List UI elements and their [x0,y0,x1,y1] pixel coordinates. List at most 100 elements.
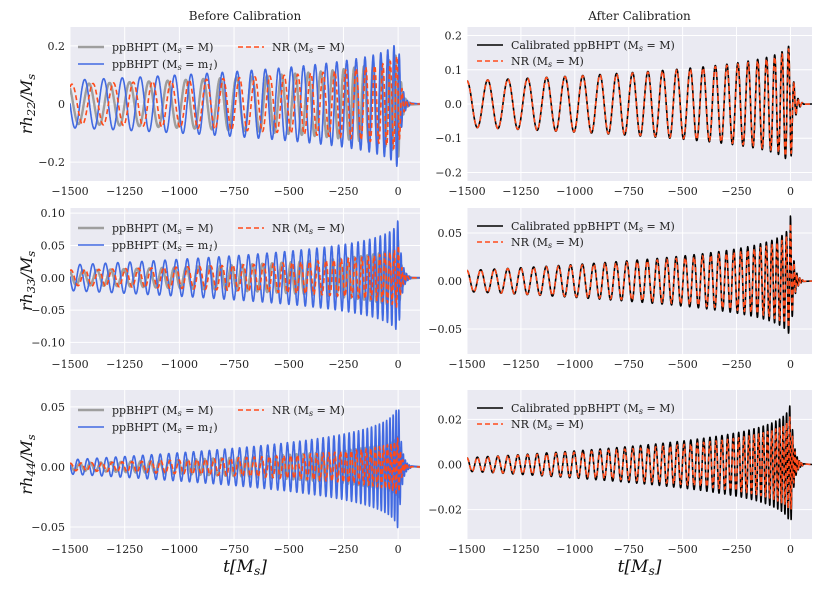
legend-label: NR (Ms​ = M) [511,236,584,250]
y-tick-label: 0.00 [41,272,66,285]
x-tick-label: −500 [668,358,698,371]
x-tick-label: −1000 [556,185,593,198]
y-tick-label: 0.05 [41,239,66,252]
x-tick-label: −1000 [556,543,593,556]
panel-p10: −1500 −1250 −1000 −750 −500 −250 0 −0.10 −0.05 0.… [17,207,420,371]
y-tick-label: 0.10 [41,207,66,220]
panel-p11: −1500 −1250 −1000 −750 −500 −250 0 −0.05 0.00 0.0… [428,208,812,371]
y-tick-label: 0.02 [438,413,463,426]
x-tick-label: −250 [328,358,358,371]
x-tick-label: −250 [721,543,751,556]
x-tick-label: −750 [614,185,644,198]
x-tick-label: −250 [328,185,358,198]
y-tick-label: 0.1 [445,64,463,77]
legend: Calibrated ppBHPT (Ms​ = M) NR (Ms​ = M) [477,220,675,250]
panel-title: Before Calibration [189,9,302,23]
legend-label: Calibrated ppBHPT (Ms​ = M) [511,402,675,416]
legend-label: ppBHPT (Ms​ = m1​) [112,58,218,72]
x-tick-label: −500 [274,358,304,371]
x-tick-label: −750 [614,543,644,556]
x-tick-label: 0 [395,185,402,198]
y-tick-label: −0.02 [428,504,462,517]
x-tick-label: −250 [721,185,751,198]
y-tick-label: −0.1 [435,132,462,145]
x-tick-label: −1000 [161,358,198,371]
x-tick-label: −500 [274,543,304,556]
y-tick-label: −0.2 [435,166,462,179]
legend: Calibrated ppBHPT (Ms​ = M) NR (Ms​ = M) [477,39,675,69]
series-line-orange [467,223,812,329]
x-tick-label: −1250 [502,358,539,371]
series-line-orange [70,55,420,150]
x-tick-label: −750 [219,358,249,371]
legend: ppBHPT (Ms​ = M) ppBHPT (Ms​ = m1​) NR (Ms… [78,41,345,72]
legend-label: Calibrated ppBHPT (Ms​ = M) [511,220,675,234]
y-tick-label: −0.05 [31,304,65,317]
x-tick-label: −500 [668,543,698,556]
y-tick-label: −0.10 [31,336,65,349]
x-tick-label: −1250 [502,185,539,198]
legend-label: NR (Ms​ = M) [272,404,345,418]
y-tick-label: 0.2 [445,30,463,43]
y-axis-label: rh22​/Ms​ [17,74,38,134]
legend-label: NR (Ms​ = M) [511,55,584,69]
legend-label: ppBHPT (Ms​ = m1​) [112,421,218,435]
x-tick-label: 0 [787,543,794,556]
legend-label: NR (Ms​ = M) [272,41,345,55]
legend-label: Calibrated ppBHPT (Ms​ = M) [511,39,675,53]
x-tick-label: −1500 [51,543,88,556]
x-tick-label: 0 [395,543,402,556]
series-line-orange [70,437,420,494]
legend-label: ppBHPT (Ms​ = m1​) [112,239,218,253]
x-tick-label: −1250 [106,543,143,556]
x-tick-label: −1250 [502,543,539,556]
series-line-blue [70,409,420,529]
legend-label: NR (Ms​ = M) [272,222,345,236]
y-tick-label: 0.00 [438,459,463,472]
x-tick-label: −1500 [448,543,485,556]
legend: ppBHPT (Ms​ = M) ppBHPT (Ms​ = m1​) NR (Ms… [78,222,345,253]
x-tick-label: −1500 [448,185,485,198]
legend-label: ppBHPT (Ms​ = M) [112,404,213,418]
y-tick-label: 0.05 [41,401,66,414]
x-tick-label: −500 [274,185,304,198]
y-axis-label: rh44​/Ms​ [17,434,38,494]
x-tick-label: −1250 [106,358,143,371]
series-line-blue [70,45,420,167]
x-tick-label: −750 [219,543,249,556]
y-tick-label: −0.05 [31,521,65,534]
legend: ppBHPT (Ms​ = M) ppBHPT (Ms​ = m1​) NR (Ms… [78,404,345,435]
x-tick-label: −250 [721,358,751,371]
x-tick-label: −500 [668,185,698,198]
series-line-blue [70,220,420,330]
y-tick-label: 0.2 [48,40,66,53]
x-tick-label: 0 [787,358,794,371]
panel-p20: −1500 −1250 −1000 −750 −500 −250 0 −0.05 0.00 0.0… [17,390,420,578]
series-line-orange [467,48,812,157]
x-tick-label: −1000 [161,543,198,556]
legend: Calibrated ppBHPT (Ms​ = M) NR (Ms​ = M) [477,402,675,432]
y-tick-label: −0.05 [428,323,462,336]
legend-label: NR (Ms​ = M) [511,418,584,432]
series-line-orange [70,244,420,308]
y-tick-label: 0.0 [445,98,463,111]
x-tick-label: −1000 [556,358,593,371]
y-tick-label: −0.2 [38,156,65,169]
panel-p21: −1500 −1250 −1000 −750 −500 −250 0 −0.02 0.00 0.0… [428,390,812,578]
x-tick-label: 0 [787,185,794,198]
x-axis-label: t[Ms​] [223,557,267,578]
x-tick-label: −250 [328,543,358,556]
panel-title: After Calibration [587,9,691,23]
x-tick-label: −750 [614,358,644,371]
y-tick-label: 0.05 [438,227,463,240]
y-axis-label: rh33​/Ms​ [17,251,38,311]
x-tick-label: 0 [395,358,402,371]
y-tick-label: 0 [58,98,65,111]
x-tick-label: −1000 [161,185,198,198]
legend-label: ppBHPT (Ms​ = M) [112,41,213,55]
y-tick-label: 0.00 [438,275,463,288]
x-axis-label: t[Ms​] [618,557,662,578]
x-tick-label: −1500 [51,185,88,198]
legend-label: ppBHPT (Ms​ = M) [112,222,213,236]
